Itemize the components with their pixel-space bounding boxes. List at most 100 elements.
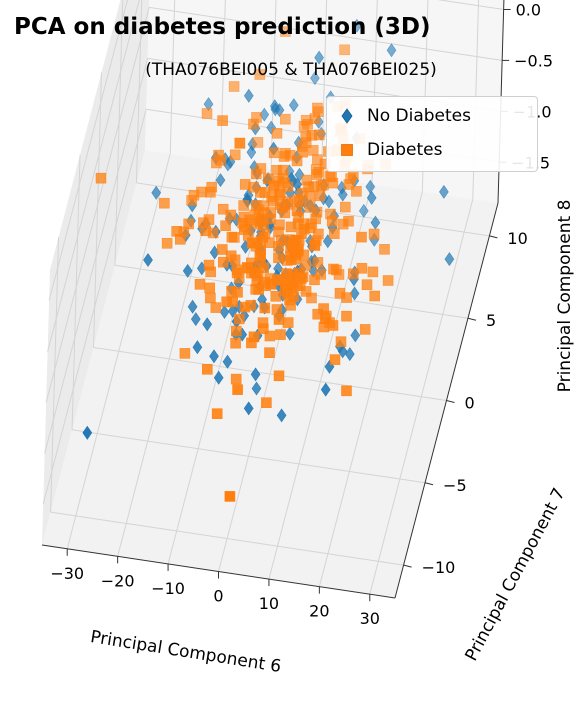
diabetes-point <box>306 130 318 141</box>
no-diabetes-point <box>288 98 299 113</box>
diabetes-point <box>224 491 236 502</box>
no-diabetes-point <box>82 425 93 440</box>
y-tick <box>424 482 434 486</box>
no-diabetes-point <box>209 349 219 364</box>
x-tick-label: 30 <box>360 609 380 628</box>
no-diabetes-point <box>213 370 224 385</box>
diabetes-point <box>264 347 275 359</box>
diabetes-point <box>253 204 265 216</box>
no-diabetes-point <box>215 173 226 188</box>
diabetes-point <box>339 201 351 213</box>
diabetes-point <box>368 228 380 240</box>
diabetes-point <box>292 194 304 205</box>
diabetes-point <box>234 138 246 149</box>
diabetes-point <box>278 151 290 162</box>
diabetes-point <box>196 186 207 198</box>
no-diabetes-point <box>269 99 280 114</box>
y-tick <box>446 400 455 403</box>
grid-line <box>50 237 60 513</box>
no-diabetes-point <box>202 317 213 332</box>
diabetes-point <box>304 202 316 213</box>
diabetes-point <box>268 181 279 192</box>
no-diabetes-point <box>222 354 233 369</box>
diabetes-point <box>327 320 339 331</box>
diabetes-point <box>276 202 288 214</box>
grid-line <box>169 0 176 154</box>
diabetes-point <box>264 330 276 342</box>
grid-line <box>44 58 149 454</box>
diabetes-point <box>217 115 228 126</box>
no-diabetes-point <box>350 328 361 343</box>
tick-labels: −30−20−100102030−10−50510−1.5−1.0−0.50.0… <box>50 0 553 628</box>
diabetes-point <box>369 290 381 302</box>
diabetes-point <box>204 282 215 294</box>
diabetes-point <box>326 216 338 227</box>
diabetes-point <box>179 348 191 359</box>
diabetes-point <box>252 137 264 148</box>
diabetes-point <box>230 373 242 385</box>
diabetes-point <box>246 257 257 269</box>
x-tick-label: 0 <box>213 587 223 606</box>
diabetes-point <box>270 290 282 302</box>
diabetes-point <box>280 26 291 37</box>
diabetes-point <box>255 163 267 174</box>
x-tick-label: −10 <box>151 579 185 598</box>
grid-line <box>149 6 503 61</box>
diabetes-point <box>259 302 271 314</box>
no-diabetes-point <box>243 88 254 103</box>
no-diabetes-point <box>366 190 377 205</box>
legend-item-diabetes: Diabetes <box>327 135 442 165</box>
no-diabetes-point <box>187 299 198 314</box>
diabetes-point <box>201 108 213 119</box>
no-diabetes-point <box>250 367 261 382</box>
y-tick-label: 5 <box>486 311 496 330</box>
x-tick-label: −20 <box>101 571 135 590</box>
diabetes-point <box>300 260 312 271</box>
diabetes-point <box>186 195 197 206</box>
diabetes-point <box>248 118 259 130</box>
diabetes-point <box>257 323 269 335</box>
diabetes-point <box>300 286 312 297</box>
no-diabetes-point <box>337 187 348 202</box>
grid-line <box>437 0 504 10</box>
diabetes-point <box>231 264 243 276</box>
diabetes-point <box>315 269 327 280</box>
diabetes-point <box>225 209 237 221</box>
diabetes-point <box>232 384 243 395</box>
diabetes-point <box>284 294 295 306</box>
diabetes-point <box>303 181 314 193</box>
grid-line <box>48 0 129 301</box>
no-diabetes-point <box>243 401 254 416</box>
grid-line <box>93 72 102 348</box>
diabetes-point <box>238 211 250 223</box>
no-diabetes-point <box>349 286 360 301</box>
diabetes-point <box>267 195 279 207</box>
diabetes-point <box>203 214 215 225</box>
diabetes-point <box>361 279 373 291</box>
no-diabetes-point <box>337 344 348 359</box>
diabetes-point <box>306 292 317 304</box>
chart-subtitle: (THA076BEI005 & THA076BEI025) <box>145 60 437 80</box>
diabetes-point <box>293 267 305 279</box>
diabetes-point <box>334 287 346 299</box>
diabetes-point <box>262 173 274 185</box>
no-diabetes-point <box>190 312 201 327</box>
no-diabetes-point <box>314 50 324 65</box>
y-tick-label: −5 <box>443 476 467 495</box>
no-diabetes-point <box>344 347 355 362</box>
y-tick-label: −10 <box>422 558 456 577</box>
diabetes-point <box>312 102 323 114</box>
grid-line <box>93 347 447 401</box>
grid-line <box>47 0 140 352</box>
diabetes-point <box>367 266 379 278</box>
no-diabetes-point <box>182 263 193 278</box>
diabetes-point <box>210 302 222 313</box>
diabetes-point <box>379 244 390 255</box>
diabetes-point <box>293 234 305 246</box>
diabetes-point <box>356 262 368 274</box>
diabetes-point <box>273 370 285 382</box>
diabetes-point <box>211 157 222 169</box>
diabetes-point <box>337 218 349 230</box>
diabetes-point <box>248 331 260 343</box>
